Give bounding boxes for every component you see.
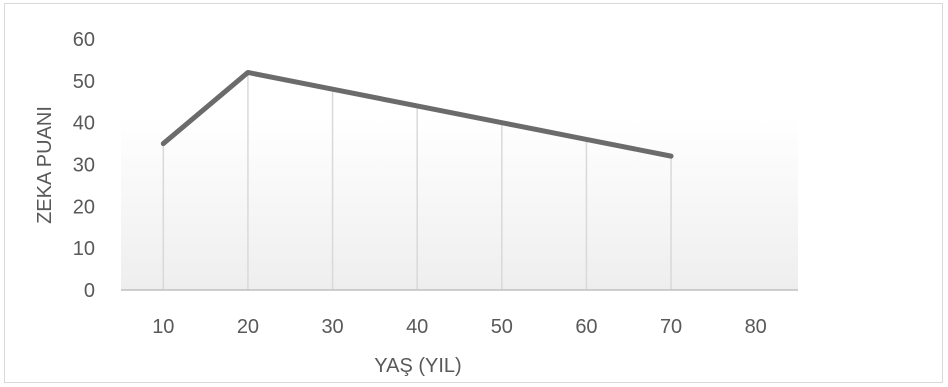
x-tick-label: 30: [321, 316, 343, 338]
x-tick-label: 50: [491, 316, 513, 338]
y-tick-label: 20: [73, 196, 95, 218]
y-tick-label: 60: [73, 29, 95, 51]
y-tick-label: 50: [73, 71, 95, 93]
x-tick-label: 40: [406, 316, 428, 338]
x-tick-label: 80: [745, 316, 767, 338]
x-tick-label: 70: [660, 316, 682, 338]
x-tick-label: 20: [237, 316, 259, 338]
x-tick-label: 10: [152, 316, 174, 338]
y-tick-label: 10: [73, 238, 95, 260]
y-tick-label: 0: [84, 280, 95, 302]
y-tick-label: 30: [73, 155, 95, 177]
x-axis-title: YAŞ (YIL): [374, 355, 461, 377]
y-tick-label: 40: [73, 113, 95, 135]
plot-shading: [121, 118, 798, 290]
y-axis-title: ZEKA PUANI: [34, 106, 56, 224]
series-line: [160, 69, 674, 159]
x-tick-label: 60: [575, 316, 597, 338]
